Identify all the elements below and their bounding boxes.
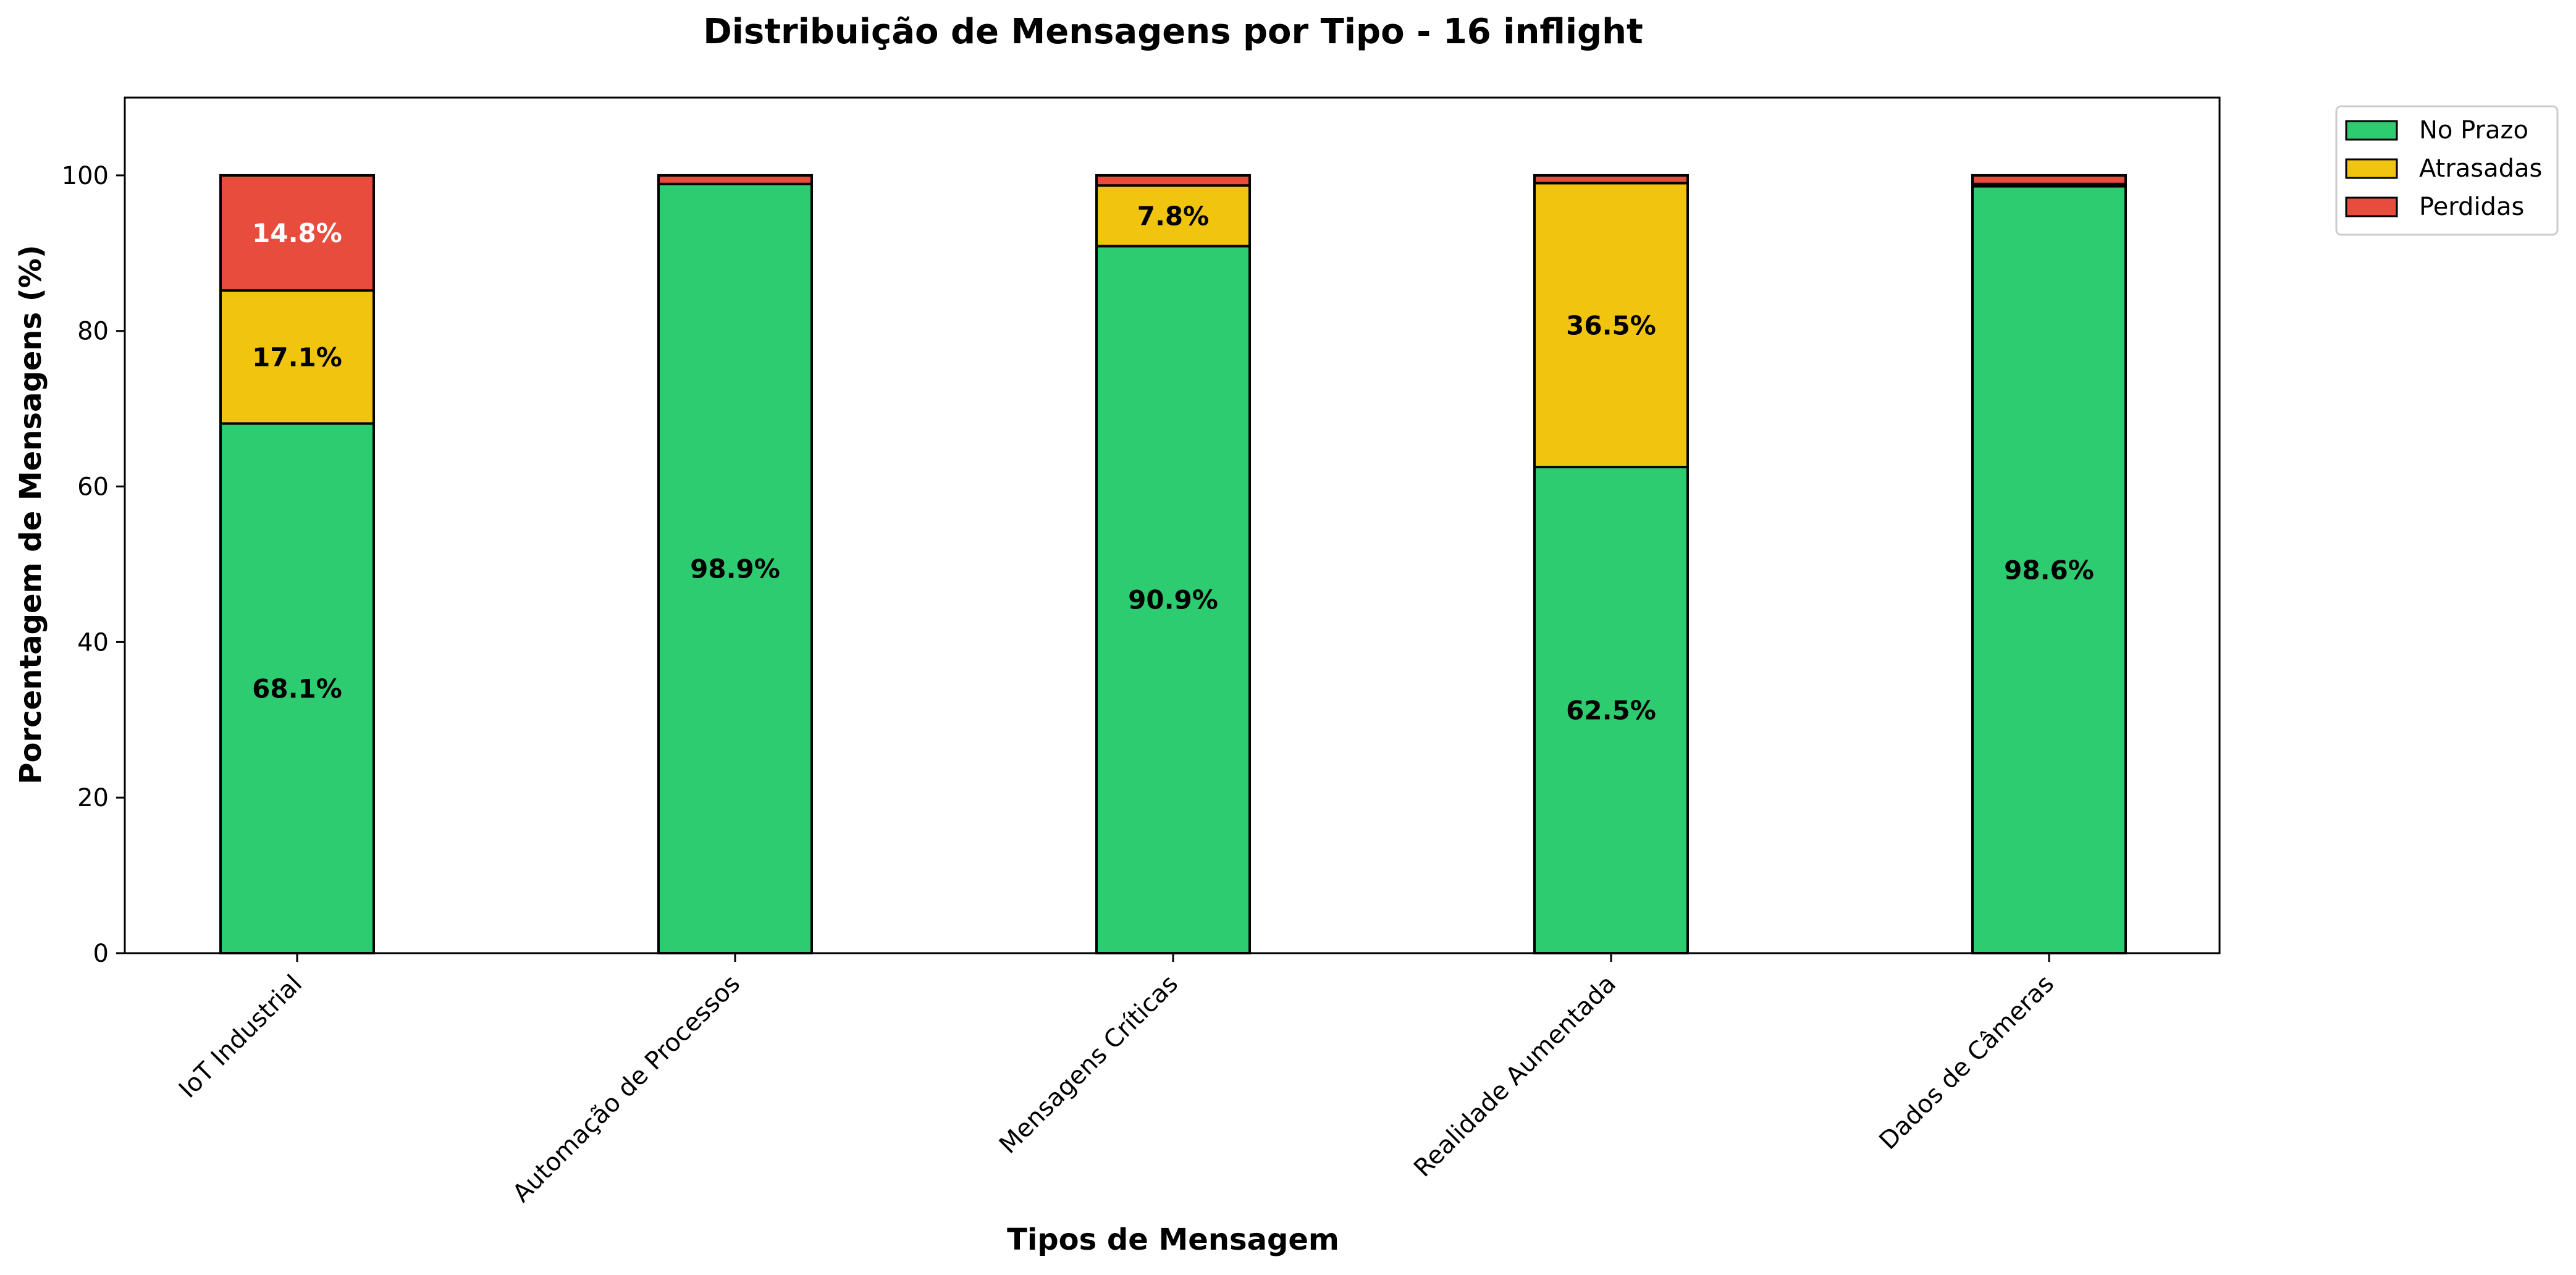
- legend-label: No Prazo: [2419, 116, 2528, 145]
- legend-swatch: [2345, 196, 2398, 217]
- bar-value-label: 36.5%: [1566, 310, 1656, 340]
- y-tick-label: 60: [77, 473, 109, 502]
- bar-value-label: 7.8%: [1137, 201, 1209, 231]
- y-axis-label: Porcentagem de Mensagens (%): [14, 245, 48, 784]
- bar-value-label: 62.5%: [1566, 696, 1656, 726]
- legend-swatch: [2345, 158, 2398, 179]
- legend-swatch: [2345, 120, 2398, 141]
- bar-segment-perdidas: [1533, 174, 1689, 185]
- x-tick-label: Realidade Aumentada: [1408, 970, 1622, 1183]
- y-tick-label: 100: [62, 162, 109, 190]
- y-axis-ticks: 0 20 40 60 80 100: [62, 162, 125, 968]
- x-tick-label: IoT Industrial: [174, 970, 308, 1104]
- bar-value-label: 14.8%: [252, 218, 342, 248]
- x-tick-label: Mensagens Críticas: [994, 970, 1184, 1159]
- x-axis-ticks: IoT Industrial Automação de Processos Mens…: [174, 953, 2060, 1208]
- bar-segment-perdidas: [657, 174, 813, 185]
- x-axis-label: Tipos de Mensagem: [1007, 1222, 1339, 1257]
- bar-value-label: 98.6%: [2004, 555, 2094, 585]
- bar-value-label: 68.1%: [252, 673, 342, 704]
- bar-series-group: 68.1% 17.1% 14.8% 98.9% 90.9% 7.8% 62.5% 36.5% 9…: [219, 174, 2127, 955]
- bar-segment-no-prazo: [1095, 245, 1251, 955]
- chart-title: Distribuição de Mensagens por Tipo - 16 …: [703, 12, 1643, 52]
- bar-value-label: 98.9%: [690, 553, 780, 584]
- plot-area-frame: [124, 96, 2221, 954]
- bar-segment-no-prazo: [1533, 466, 1689, 954]
- legend: No Prazo Atrasadas Perdidas: [2335, 105, 2559, 236]
- x-tick-label: Dados de Câmeras: [1874, 970, 2060, 1156]
- bar-segment-perdidas: [1095, 174, 1251, 187]
- bar-value-label: 17.1%: [252, 342, 342, 372]
- bar-value-label: 90.9%: [1128, 585, 1218, 615]
- y-tick-label: 40: [77, 628, 109, 657]
- bar-segment-perdidas: [1971, 174, 2127, 185]
- bar-segment-atrasadas: [1533, 182, 1689, 469]
- y-tick-label: 0: [93, 940, 109, 968]
- legend-label: Atrasadas: [2419, 154, 2542, 183]
- bar-segment-perdidas: [219, 174, 375, 292]
- y-tick-label: 20: [77, 784, 109, 812]
- x-tick-label: Automação de Processos: [507, 970, 746, 1208]
- bar-segment-atrasadas: [219, 289, 375, 425]
- bar-segment-atrasadas: [1095, 184, 1251, 248]
- legend-label: Perdidas: [2419, 193, 2524, 221]
- y-tick-label: 80: [77, 318, 109, 346]
